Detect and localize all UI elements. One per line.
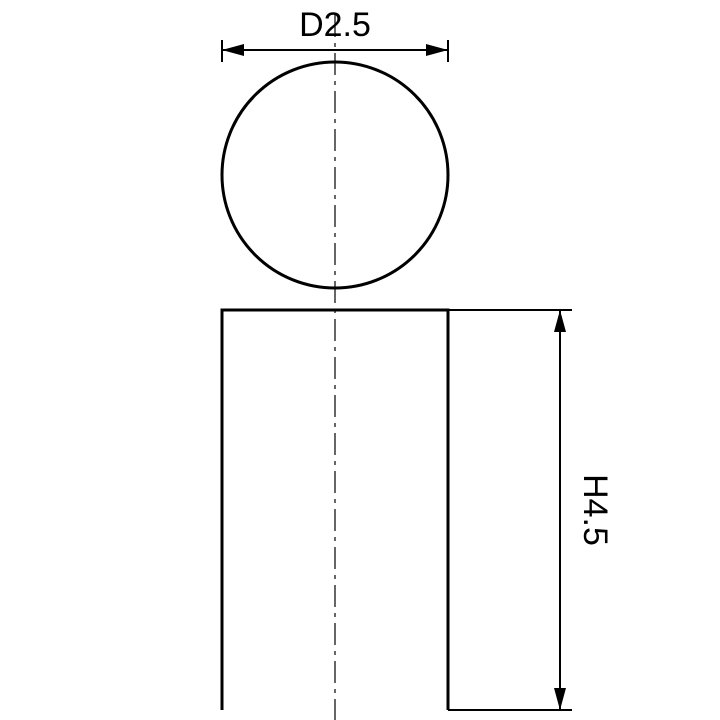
dim-top-label: D2.5 xyxy=(299,6,371,44)
dim-right-label: H4.5 xyxy=(576,474,614,546)
background xyxy=(0,0,720,720)
